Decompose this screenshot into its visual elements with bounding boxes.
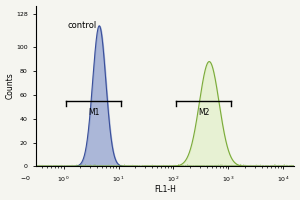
Text: M1: M1 — [88, 108, 99, 117]
Text: $-0$: $-0$ — [20, 174, 30, 182]
Text: M2: M2 — [198, 108, 209, 117]
Text: control: control — [68, 21, 97, 30]
Y-axis label: Counts: Counts — [6, 73, 15, 99]
X-axis label: FL1-H: FL1-H — [154, 185, 176, 194]
